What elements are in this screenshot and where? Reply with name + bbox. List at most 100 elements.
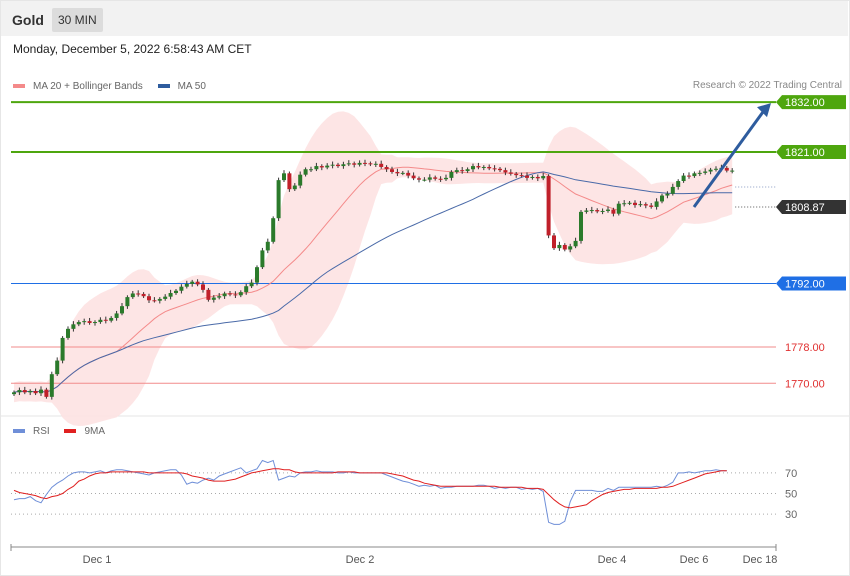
legend-item-ma50[interactable]: MA 50 — [157, 80, 206, 92]
candle-bull — [616, 203, 621, 214]
legend-item-rsi[interactable]: RSI — [13, 426, 50, 437]
candle-bull — [282, 173, 286, 181]
rsi-legend: RSI 9MA — [13, 425, 117, 437]
candle-bull — [703, 171, 708, 173]
candle-bull — [244, 286, 249, 293]
candle-bull — [114, 313, 119, 318]
candle-bear — [406, 172, 411, 176]
candle-bull — [346, 163, 351, 165]
level-label: 1778.00 — [785, 342, 825, 354]
rsi-tick-label: 30 — [785, 509, 797, 521]
candle-bull — [449, 171, 454, 178]
candle-bull — [654, 201, 659, 207]
candle-bear — [390, 169, 394, 172]
candle-bull — [600, 210, 605, 212]
candle-bear — [233, 294, 238, 296]
candle-bull — [530, 176, 535, 178]
candle-bull — [174, 290, 178, 294]
level-label: 1770.00 — [785, 378, 825, 390]
candle-bull — [357, 162, 362, 165]
candle-bear — [649, 205, 654, 207]
candle-bull — [400, 172, 405, 174]
candle-bull — [190, 281, 195, 284]
candle-bull — [60, 337, 65, 361]
target-arrow — [692, 103, 771, 208]
legend-label-ma50: MA 50 — [177, 80, 206, 92]
top-bar: Gold 30 MIN — [1, 1, 848, 36]
candle-bear — [141, 293, 146, 297]
legend-item-ma20[interactable]: MA 20 + Bollinger Bands — [13, 81, 143, 92]
candle-bull — [98, 319, 103, 323]
candle-bear — [395, 171, 400, 174]
candle-bear — [206, 289, 211, 300]
candle-bull — [471, 166, 475, 170]
rsi-tick-label: 50 — [785, 489, 797, 501]
x-tick-label: Dec 1 — [83, 554, 112, 566]
level-tag — [776, 95, 846, 110]
candle-bull — [271, 218, 276, 242]
candle-bull — [168, 293, 173, 297]
candle-bull — [120, 306, 124, 314]
candle-bear — [87, 321, 92, 323]
candle-bear — [44, 389, 49, 397]
candle-bull — [260, 250, 265, 268]
candle-bull — [330, 164, 335, 166]
rsi-panel: 70 50 30 — [11, 459, 797, 525]
candle-bear — [611, 209, 616, 214]
candle-bull — [573, 240, 578, 247]
candle-bull — [714, 168, 718, 170]
candle-bull — [314, 166, 319, 170]
candle-bear — [384, 166, 389, 170]
candle-bear — [633, 202, 637, 206]
candle-bear — [363, 162, 367, 164]
candle-bull — [298, 174, 303, 186]
candle-bull — [692, 173, 697, 177]
candle-bear — [552, 235, 556, 249]
candle-bear — [352, 163, 357, 165]
last-price-tag — [776, 200, 846, 215]
candle-bull — [422, 179, 427, 181]
candle-bull — [249, 282, 254, 287]
level-label: 1832.00 — [785, 97, 825, 109]
price-levels: 1832.00 1821.00 1808.87 1792.00 1778.00 1770.… — [11, 95, 846, 390]
legend-swatch-ma20 — [13, 84, 25, 88]
candle-bear — [195, 281, 200, 285]
timestamp: Monday, December 5, 2022 6:58:43 AM CET — [13, 42, 252, 56]
candle-bull — [184, 283, 189, 287]
legend-label-rsi: RSI — [33, 425, 50, 437]
candlesticks — [12, 159, 735, 400]
legend-swatch-rsi — [13, 429, 25, 433]
candle-bull — [444, 177, 448, 180]
x-tick-label: Dec 4 — [598, 554, 627, 566]
bollinger-band — [14, 111, 733, 427]
legend-swatch-9ma — [64, 429, 77, 433]
legend-item-9ma[interactable]: 9MA — [64, 426, 105, 437]
candle-bear — [103, 319, 108, 321]
candle-bear — [525, 175, 529, 178]
candle-bull — [557, 244, 562, 249]
candle-bull — [676, 181, 681, 187]
candle-bull — [627, 202, 632, 204]
candle-bear — [433, 177, 438, 179]
ma50-line — [13, 171, 733, 393]
candle-bull — [606, 209, 610, 211]
candle-bear — [492, 168, 497, 170]
candle-bull — [265, 241, 270, 251]
candle-bull — [541, 176, 546, 179]
legend-label-ma20: MA 20 + Bollinger Bands — [33, 80, 143, 92]
candle-bear — [201, 284, 205, 290]
candle-bear — [147, 296, 151, 301]
x-tick-label: Dec 6 — [680, 554, 709, 566]
candle-bear — [643, 204, 648, 206]
candle-bull — [125, 297, 130, 307]
level-label: 1808.87 — [785, 202, 825, 214]
candle-bull — [71, 324, 76, 329]
candle-bear — [136, 293, 141, 295]
timeframe-button[interactable]: 30 MIN — [52, 8, 103, 32]
research-credit: Research © 2022 Trading Central — [692, 80, 842, 91]
legend-swatch-ma50 — [157, 84, 170, 88]
candle-bear — [417, 178, 421, 180]
candle-bear — [519, 175, 524, 177]
candle-bull — [708, 169, 713, 172]
